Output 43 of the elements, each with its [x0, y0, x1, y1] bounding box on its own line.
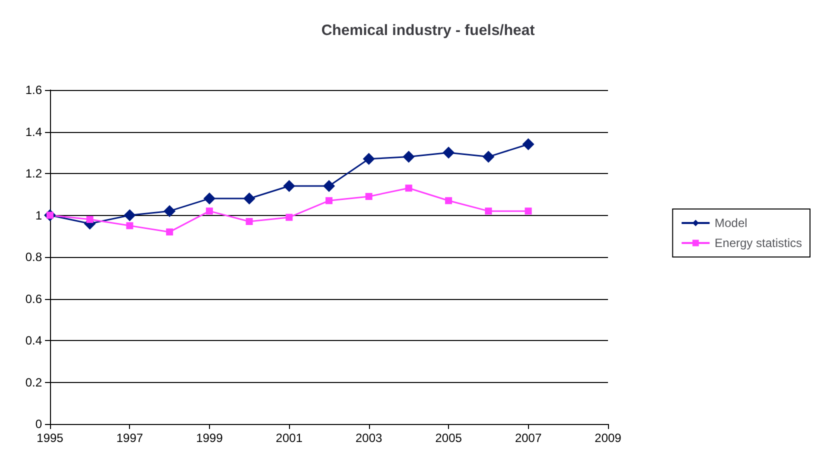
point: [203, 192, 216, 205]
point: [405, 184, 412, 192]
point: [86, 216, 94, 223]
y-tick-label: 1.4: [25, 124, 42, 139]
legend-label: Model: [714, 216, 748, 230]
y-tick-label: 0: [35, 417, 42, 431]
point: [283, 180, 296, 192]
point: [524, 208, 532, 215]
point: [246, 218, 253, 226]
y-tick-label: 1: [35, 208, 42, 222]
point: [323, 180, 335, 192]
point: [402, 150, 415, 163]
point: [365, 192, 372, 200]
x-tick-label: 2009: [594, 431, 622, 445]
y-tick-label: 0.2: [25, 375, 42, 390]
point: [164, 205, 176, 218]
point: [124, 209, 136, 222]
y-tick-label: 0.8: [25, 250, 42, 264]
point: [126, 222, 134, 230]
y-tick-label: 1.6: [25, 83, 42, 97]
point: [484, 208, 492, 215]
chart-title: Chemical industry - fuels/heat: [321, 22, 535, 39]
point: [326, 197, 332, 204]
y-tick-label: 0.6: [25, 292, 42, 306]
point: [206, 208, 213, 215]
point: [243, 192, 256, 205]
point: [166, 228, 174, 236]
point: [362, 152, 375, 165]
y-tick-label: 0.4: [25, 334, 42, 348]
x-tick-label: 2007: [514, 431, 542, 445]
point: [482, 150, 494, 163]
x-tick-label: 2001: [276, 431, 303, 445]
x-tick-label: 2005: [435, 431, 462, 445]
point: [522, 138, 534, 150]
x-tick-label: 1999: [196, 431, 224, 445]
point: [445, 197, 452, 204]
point: [286, 214, 293, 221]
y-tick-label: 1.2: [25, 166, 42, 180]
x-tick-label: 1995: [36, 431, 64, 445]
point: [442, 146, 455, 159]
x-tick-label: 2003: [356, 431, 383, 445]
legend-label: Energy statistics: [714, 236, 802, 250]
x-tick-label: 1997: [116, 431, 144, 445]
